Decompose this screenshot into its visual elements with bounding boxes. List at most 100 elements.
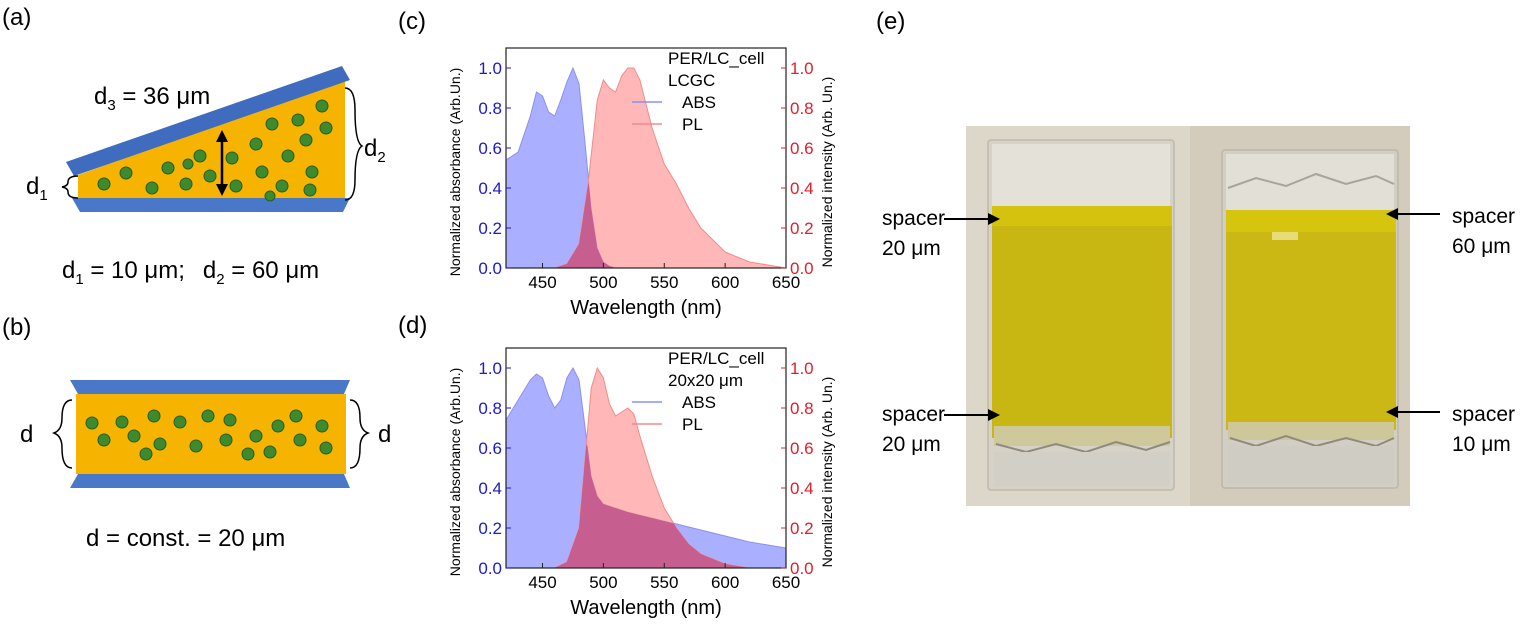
y-right-tick-label: 0.4	[790, 179, 814, 198]
d-const-caption: d = const. = 20 μm	[86, 525, 285, 552]
lc-filled-area-left	[992, 206, 1172, 438]
particle	[315, 99, 329, 113]
particle	[265, 117, 279, 131]
y-right-tick-label: 0.0	[790, 259, 814, 278]
particle	[315, 419, 329, 433]
pl-series-area	[554, 67, 787, 269]
y-right-tick-label: 0.4	[790, 479, 814, 498]
spacer-annotation-bottom-right: spacer 10 μm	[1452, 400, 1515, 460]
particle	[264, 190, 276, 202]
y-right-tick-label: 0.8	[790, 99, 814, 118]
x-tick-label: 600	[711, 573, 739, 592]
arrow-left-icon	[1386, 208, 1440, 220]
bottom-substrate	[72, 198, 350, 212]
particle	[281, 149, 295, 163]
particle	[203, 169, 217, 183]
particle	[263, 445, 277, 459]
lc-filled-area-right	[1226, 210, 1396, 430]
legend-title: 20x20 μm	[668, 371, 743, 390]
y-right-axis-label: Normalized intensity (Arb. Un.)	[819, 377, 835, 568]
nanoparticles	[85, 409, 333, 461]
particle	[303, 183, 317, 197]
particle	[119, 166, 133, 180]
x-tick-label: 550	[650, 573, 678, 592]
photo-arrows	[944, 208, 1440, 421]
spacer-annotation-bottom-left: spacer 20 μm	[882, 400, 945, 460]
particle	[255, 165, 269, 179]
particle	[319, 441, 333, 455]
panel-label-b: (b)	[2, 314, 32, 341]
arrow-left-icon	[1386, 406, 1440, 418]
particle	[249, 429, 263, 443]
legend-title: LCGC	[668, 71, 715, 90]
particle	[241, 447, 255, 461]
particle	[319, 121, 333, 135]
right-brace	[349, 399, 371, 469]
particle	[271, 419, 285, 433]
d2-brace	[344, 87, 364, 201]
particle	[275, 179, 289, 193]
left-d-label: d	[20, 421, 33, 448]
spacer-label: spacer	[882, 207, 946, 230]
left-brace	[51, 399, 73, 469]
y-right-tick-label: 0.6	[790, 139, 814, 158]
y-left-tick-label: 0.2	[478, 219, 502, 238]
particle	[115, 415, 129, 429]
x-tick-label: 600	[711, 273, 739, 292]
legend-title: PER/LC_cell	[668, 349, 764, 368]
plot-frame	[505, 347, 787, 569]
d1-brace	[61, 175, 79, 199]
spacer-label: spacer	[882, 403, 946, 426]
y-right-tick-label: 0.8	[790, 399, 814, 418]
spacer-annotation-top-left: spacer 20 μm	[882, 204, 945, 264]
particle	[97, 177, 111, 191]
spacer-label: spacer	[1452, 403, 1516, 426]
particle	[229, 179, 243, 193]
particle	[293, 433, 307, 447]
x-tick-label: 500	[589, 273, 617, 292]
y-right-tick-label: 0.2	[790, 519, 814, 538]
y-left-tick-label: 1.0	[478, 359, 502, 378]
left-cell	[987, 139, 1175, 491]
lc-layer-wedge	[78, 78, 345, 198]
spacer-thickness: 20 μm	[882, 237, 941, 260]
overlap-area	[554, 444, 750, 568]
particle	[127, 429, 141, 443]
cell-photograph	[966, 126, 1410, 506]
panel-label-d: (d)	[398, 312, 428, 339]
panel-label-c: (c)	[398, 8, 426, 35]
right-cell	[1221, 149, 1399, 489]
x-tick-label: 450	[528, 273, 556, 292]
y-left-tick-label: 0.8	[478, 99, 502, 118]
y-left-tick-label: 0.4	[478, 179, 502, 198]
x-axis-label: Wavelength (nm)	[570, 597, 722, 619]
d1-label: d1	[26, 173, 48, 204]
particle	[201, 409, 215, 423]
y-left-tick-label: 0.2	[478, 519, 502, 538]
y-left-tick-label: 0.8	[478, 399, 502, 418]
particle	[139, 447, 153, 461]
y-left-tick-label: 0.6	[478, 439, 502, 458]
arrow-right-icon	[944, 213, 1000, 225]
lc-layer	[76, 394, 346, 474]
bottom-substrate	[70, 474, 350, 488]
x-tick-label: 450	[528, 573, 556, 592]
particle	[219, 433, 233, 447]
legend-entry: PL	[682, 115, 703, 134]
nanoparticles	[97, 99, 333, 202]
y-right-axis-label: Normalized intensity (Arb. Un.)	[819, 77, 835, 268]
x-tick-label: 550	[650, 273, 678, 292]
particle	[85, 416, 99, 430]
thickness-arrow	[216, 130, 228, 196]
x-tick-label: 650	[772, 573, 800, 592]
legend-title: PER/LC_cell	[668, 49, 764, 68]
y-left-tick-label: 1.0	[478, 59, 502, 78]
spacer-label: spacer	[1452, 205, 1516, 228]
overlap-area	[554, 182, 616, 268]
panel-label-a: (a)	[2, 4, 32, 31]
particle	[299, 133, 313, 147]
panel-label-e: (e)	[876, 8, 906, 35]
x-axis-label: Wavelength (nm)	[570, 297, 722, 319]
